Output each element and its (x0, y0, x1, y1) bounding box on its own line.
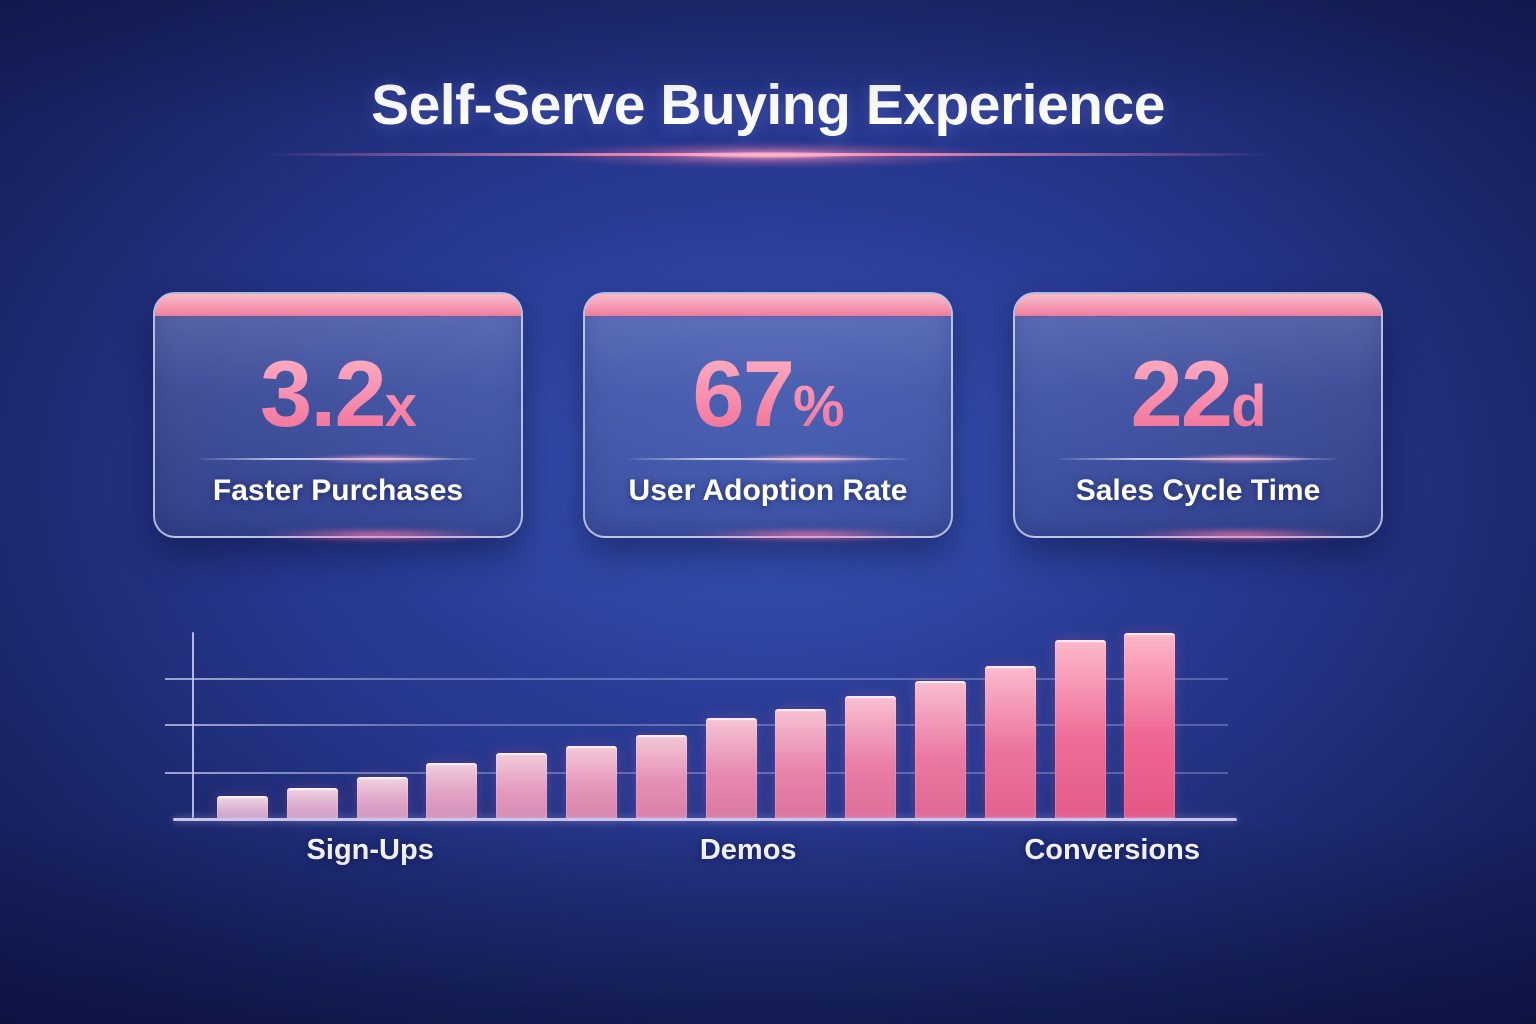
bar (845, 695, 897, 818)
y-axis-line (192, 632, 194, 818)
stat-value: 3.2x (155, 346, 521, 442)
bar (217, 795, 268, 818)
title-divider-glow-line (263, 153, 1273, 156)
card-bottom-glow (257, 529, 500, 541)
gridline (165, 678, 1228, 680)
gridline (165, 724, 1228, 726)
stat-card-user-adoption: 67% User Adoption Rate (583, 292, 953, 541)
bar (286, 788, 338, 818)
bar-group (165, 628, 1245, 818)
bar (566, 745, 617, 818)
card-divider (198, 457, 478, 460)
bar (984, 666, 1036, 818)
bar (705, 718, 757, 818)
stat-value: 22d (1015, 346, 1381, 442)
stat-number: 3.2 (260, 341, 385, 446)
stat-card-row: 3.2x Faster Purchases 67% User Adoption … (153, 292, 1383, 541)
stat-suffix: d (1231, 374, 1266, 439)
stat-label: User Adoption Rate (628, 473, 908, 507)
bar (635, 734, 687, 818)
bar (915, 681, 966, 818)
bar (496, 753, 548, 818)
gridline (165, 772, 1228, 774)
bar (426, 762, 478, 818)
x-axis-baseline (173, 818, 1237, 821)
bar (1124, 633, 1176, 818)
card-accent-strip (585, 294, 951, 316)
bar (356, 777, 408, 818)
card-bottom-glow (687, 529, 930, 541)
stat-number: 67 (692, 341, 793, 446)
stage-label-conversions: Conversions (1024, 834, 1200, 866)
stage-label-demos: Demos (699, 834, 797, 866)
card-divider (1058, 457, 1338, 460)
page-title: Self-Serve Buying Experience (371, 73, 1165, 137)
stage-label-signups: Sign-Ups (306, 834, 434, 866)
card-divider (628, 457, 908, 460)
stat-number: 22 (1130, 341, 1232, 446)
bar (1054, 640, 1106, 818)
stat-card-faster-purchases: 3.2x Faster Purchases (153, 292, 523, 541)
funnel-bar-chart: Sign-Ups Demos Conversions (165, 628, 1245, 878)
stat-card-sales-cycle: 22d Sales Cycle Time (1013, 292, 1383, 541)
bar (775, 708, 827, 818)
stat-label: Sales Cycle Time (1075, 473, 1321, 507)
stat-value: 67% (585, 346, 951, 442)
stat-label: Faster Purchases (212, 473, 464, 507)
card-bottom-glow (1117, 529, 1360, 541)
stat-suffix: x (384, 374, 416, 439)
stat-suffix: % (792, 374, 844, 439)
card-accent-strip (1015, 294, 1381, 316)
card-accent-strip (155, 294, 521, 316)
